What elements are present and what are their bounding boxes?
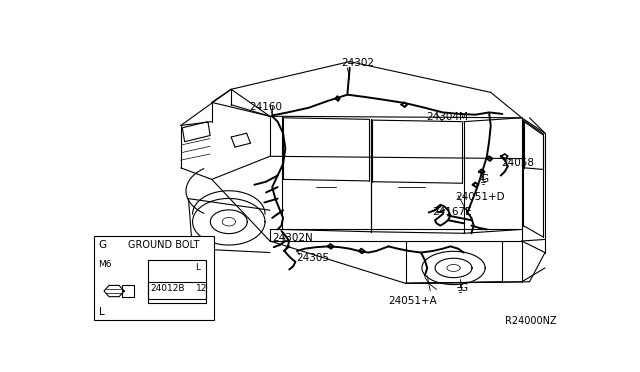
Text: 24305: 24305 <box>296 253 329 263</box>
Bar <box>148 282 206 299</box>
Text: M6: M6 <box>99 260 112 269</box>
Text: 24167E: 24167E <box>433 207 472 217</box>
Text: 24302: 24302 <box>341 58 374 68</box>
Bar <box>94 235 214 320</box>
Bar <box>122 285 134 297</box>
Text: 24304M: 24304M <box>426 112 468 122</box>
Text: 24051+D: 24051+D <box>455 192 505 202</box>
Text: G: G <box>99 240 107 250</box>
Text: GROUND BOLT: GROUND BOLT <box>128 240 200 250</box>
Bar <box>148 260 206 302</box>
Text: 24012B: 24012B <box>150 284 185 293</box>
Text: R24000NZ: R24000NZ <box>505 316 556 326</box>
Text: 24058: 24058 <box>501 158 534 168</box>
Text: L: L <box>99 307 104 317</box>
Text: 12: 12 <box>195 284 207 293</box>
Text: 24302N: 24302N <box>272 232 313 243</box>
Text: G: G <box>480 174 488 184</box>
Text: 24160: 24160 <box>249 102 282 112</box>
Text: L: L <box>195 263 200 272</box>
Text: G: G <box>460 283 468 292</box>
Text: 24051+A: 24051+A <box>388 296 437 307</box>
